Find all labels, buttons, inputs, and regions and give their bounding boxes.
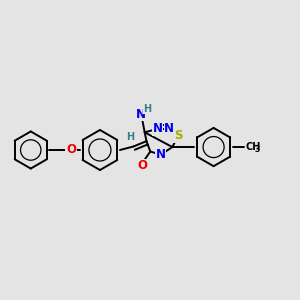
- Text: H: H: [127, 132, 135, 142]
- Text: H: H: [143, 104, 151, 114]
- Text: S: S: [174, 129, 182, 142]
- Text: CH: CH: [245, 142, 260, 152]
- Text: N: N: [156, 148, 166, 161]
- Text: O: O: [138, 159, 148, 172]
- Text: N: N: [136, 108, 146, 121]
- Text: N: N: [164, 122, 174, 135]
- Text: 3: 3: [254, 146, 260, 154]
- Text: N: N: [153, 122, 163, 135]
- Text: O: O: [66, 143, 76, 157]
